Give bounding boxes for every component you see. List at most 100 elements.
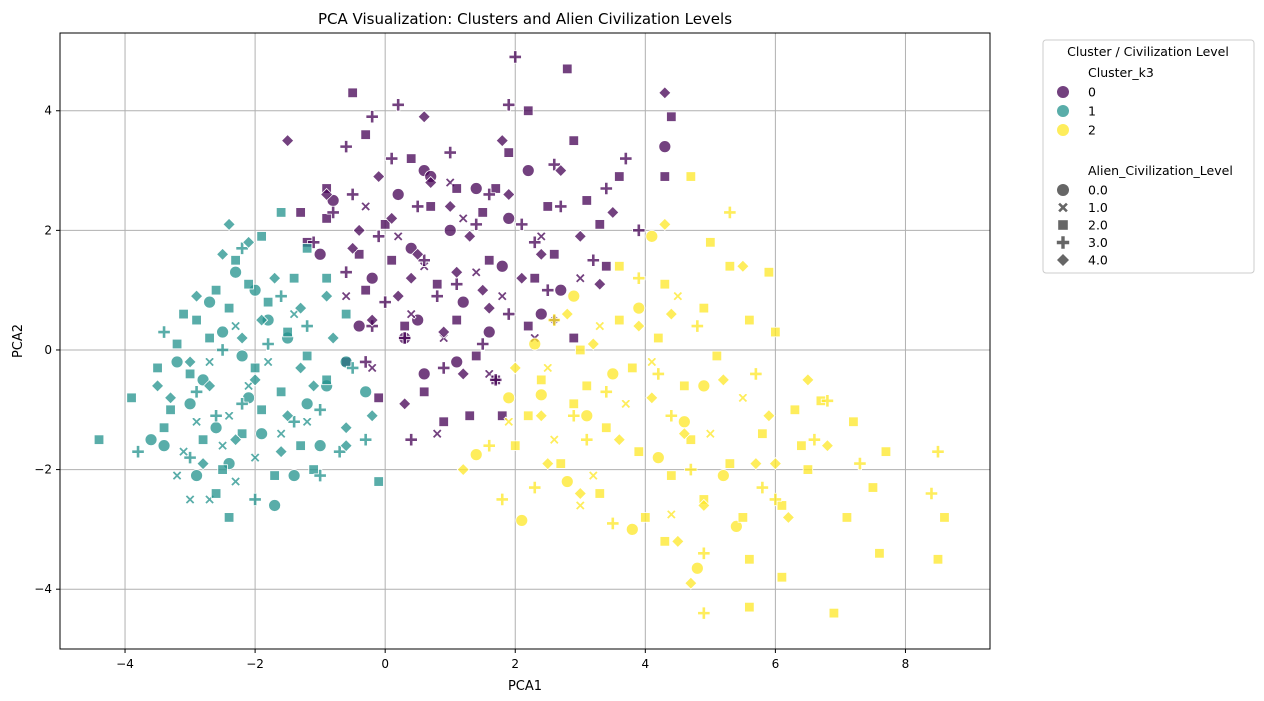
scatter-point-cluster-2-plus bbox=[931, 445, 945, 459]
scatter-point-cluster-0-square bbox=[379, 219, 391, 230]
scatter-point-cluster-0-square bbox=[529, 273, 540, 284]
scatter-point-cluster-0-diamond bbox=[606, 205, 620, 219]
scatter-point-cluster-0-diamond bbox=[346, 241, 360, 255]
scatter-point-cluster-1-diamond bbox=[235, 331, 249, 345]
scatter-point-cluster-2-square bbox=[685, 171, 697, 182]
scatter-point-cluster-0-square bbox=[360, 129, 371, 140]
scatter-point-cluster-1-diamond bbox=[222, 217, 236, 231]
scatter-point-cluster-0-square bbox=[659, 171, 671, 182]
scatter-point-cluster-1-square bbox=[321, 273, 332, 284]
scatter-point-cluster-1-plus bbox=[189, 385, 204, 399]
x-tick-label: −4 bbox=[116, 657, 134, 671]
scatter-point-cluster-1-square bbox=[184, 368, 196, 380]
scatter-point-cluster-1-plus bbox=[215, 343, 230, 357]
scatter-point-cluster-1-square bbox=[301, 243, 313, 254]
scatter-point-cluster-2-plus bbox=[495, 492, 509, 507]
x-tick-label: 6 bbox=[772, 657, 780, 671]
scatter-point-cluster-0-plus bbox=[515, 217, 529, 231]
x-tick-label: 8 bbox=[902, 657, 910, 671]
scatter-point-cluster-1-plus bbox=[313, 403, 327, 417]
scatter-point-cluster-2-diamond bbox=[664, 307, 678, 321]
scatter-point-cluster-0-plus bbox=[404, 433, 418, 447]
scatter-point-cluster-0-diamond bbox=[411, 247, 425, 261]
scatter-point-cluster-0-plus bbox=[346, 187, 360, 202]
scatter-point-cluster-0-square bbox=[542, 201, 553, 212]
scatter-point-cluster-2-square bbox=[555, 458, 566, 469]
scatter-point-cluster-0-diamond bbox=[281, 134, 295, 148]
scatter-point-cluster-0-plus bbox=[339, 140, 353, 154]
scatter-point-cluster-0-square bbox=[601, 261, 612, 272]
scatter-point-cluster-2-circle bbox=[729, 519, 743, 533]
scatter-point-cluster-2-square bbox=[770, 326, 781, 338]
scatter-point-cluster-2-diamond bbox=[456, 463, 470, 477]
scatter-point-cluster-1-x bbox=[223, 410, 235, 422]
scatter-point-cluster-1-square bbox=[282, 326, 293, 338]
scatter-point-cluster-1-circle bbox=[209, 421, 223, 435]
scatter-point-cluster-2-diamond bbox=[508, 361, 522, 375]
scatter-point-cluster-2-circle bbox=[560, 475, 574, 488]
scatter-point-cluster-1-square bbox=[165, 404, 176, 415]
legend-style-label: 2.0 bbox=[1088, 218, 1108, 233]
scatter-point-cluster-0-x bbox=[574, 272, 586, 284]
scatter-point-cluster-1-diamond bbox=[216, 247, 230, 261]
scatter-point-cluster-0-x bbox=[431, 428, 443, 440]
scatter-point-cluster-1-square bbox=[308, 464, 319, 475]
scatter-point-cluster-2-plus bbox=[723, 205, 737, 220]
scatter-point-cluster-0-square bbox=[295, 207, 306, 218]
scatter-point-cluster-2-circle bbox=[515, 514, 529, 527]
scatter-point-cluster-2-plus bbox=[820, 394, 835, 408]
scatter-point-cluster-0-diamond bbox=[573, 229, 587, 243]
scatter-point-cluster-1-plus bbox=[248, 492, 262, 507]
scatter-point-cluster-1-square bbox=[288, 273, 300, 284]
scatter-point-cluster-0-plus bbox=[541, 283, 555, 297]
scatter-point-cluster-1-circle bbox=[255, 427, 269, 441]
scatter-point-cluster-0-diamond bbox=[352, 223, 366, 237]
scatter-point-cluster-2-circle bbox=[567, 289, 581, 303]
scatter-point-cluster-2-square bbox=[796, 440, 807, 451]
scatter-point-cluster-0-circle bbox=[443, 223, 457, 237]
scatter-point-cluster-0-x bbox=[392, 230, 404, 242]
scatter-point-cluster-2-square bbox=[594, 488, 605, 499]
scatter-point-cluster-2-x bbox=[672, 290, 684, 302]
scatter-point-cluster-2-diamond bbox=[541, 457, 555, 471]
scatter-point-cluster-0-x bbox=[496, 290, 508, 302]
scatter-point-cluster-1-diamond bbox=[255, 313, 269, 327]
scatter-point-cluster-0-circle bbox=[658, 140, 672, 154]
scatter-point-cluster-2-x bbox=[737, 392, 749, 404]
scatter-point-cluster-1-square bbox=[275, 207, 287, 218]
scatter-point-cluster-2-x bbox=[665, 509, 677, 520]
scatter-point-cluster-0-circle bbox=[391, 188, 405, 201]
scatter-point-cluster-0-square bbox=[405, 153, 417, 164]
scatter-point-cluster-2-square bbox=[536, 374, 547, 386]
scatter-point-cluster-2-diamond bbox=[781, 510, 795, 524]
scatter-point-cluster-0-plus bbox=[326, 205, 340, 220]
scatter-point-cluster-0-x bbox=[457, 213, 469, 224]
scatter-point-cluster-2-diamond bbox=[684, 576, 698, 590]
scatter-point-cluster-2-square bbox=[510, 440, 521, 451]
scatter-point-cluster-2-square bbox=[867, 482, 879, 493]
scatter-point-cluster-0-plus bbox=[599, 181, 613, 196]
scatter-point-cluster-2-square bbox=[744, 314, 755, 326]
scatter-point-cluster-0-circle bbox=[313, 247, 327, 261]
scatter-point-cluster-0-plus bbox=[528, 235, 542, 249]
scatter-point-cluster-1-x bbox=[171, 470, 183, 481]
scatter-point-cluster-0-square bbox=[666, 111, 677, 122]
scatter-point-cluster-2-circle bbox=[645, 229, 659, 243]
scatter-point-cluster-1-x bbox=[184, 494, 196, 505]
scatter-point-cluster-1-diamond bbox=[150, 379, 165, 393]
scatter-point-cluster-0-x bbox=[360, 201, 372, 212]
scatter-point-cluster-1-square bbox=[197, 434, 209, 445]
scatter-point-cluster-0-circle bbox=[365, 271, 379, 285]
scatter-point-cluster-2-diamond bbox=[586, 337, 600, 351]
scatter-point-cluster-2-square bbox=[653, 332, 664, 344]
scatter-point-cluster-2-square bbox=[614, 261, 625, 272]
scatter-point-cluster-0-square bbox=[321, 213, 332, 224]
scatter-point-cluster-1-square bbox=[275, 386, 287, 398]
legend: Cluster / Civilization Level Cluster_k3 … bbox=[1042, 39, 1255, 274]
legend-hue-marker bbox=[1057, 105, 1069, 117]
scatter-point-cluster-1-diamond bbox=[307, 379, 321, 393]
scatter-point-cluster-1-circle bbox=[235, 349, 249, 363]
scatter-point-cluster-2-circle bbox=[690, 561, 704, 575]
scatter-point-cluster-2-circle bbox=[632, 301, 646, 315]
scatter-point-cluster-2-circle bbox=[469, 448, 483, 462]
